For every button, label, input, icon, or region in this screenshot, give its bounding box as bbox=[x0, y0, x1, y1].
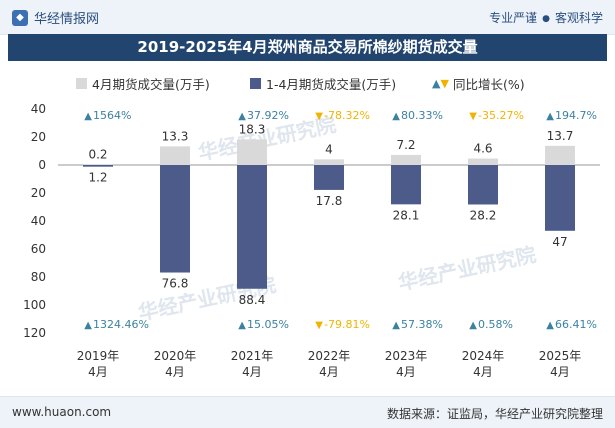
x-tick-label: 2023年 bbox=[385, 349, 428, 363]
data-label-ytd: 28.2 bbox=[470, 208, 497, 222]
data-label-ytd: 76.8 bbox=[162, 277, 189, 291]
y-tick-label: 40 bbox=[31, 214, 46, 228]
bar-april bbox=[468, 159, 498, 165]
bar-ytd bbox=[314, 165, 344, 190]
growth-value: 80.33% bbox=[401, 109, 443, 122]
bar-april bbox=[160, 146, 190, 165]
growth-down-icon: ▼ bbox=[315, 111, 323, 122]
x-tick-label: 2021年 bbox=[231, 349, 274, 363]
x-tick-label: 2022年 bbox=[308, 349, 351, 363]
bar-ytd bbox=[545, 165, 575, 231]
data-label-april: 7.2 bbox=[396, 138, 415, 152]
bar-ytd bbox=[237, 165, 267, 289]
x-tick-label: 2019年 bbox=[77, 349, 120, 363]
data-label-april: 4 bbox=[325, 142, 333, 156]
data-label-ytd: 28.1 bbox=[393, 208, 420, 222]
y-axis: 40 20 0 20 40 60 80 100 120 bbox=[23, 102, 46, 340]
growth-value: 0.58% bbox=[478, 318, 513, 331]
data-label-ytd: 17.8 bbox=[316, 194, 343, 208]
growth-up-icon: ▲ bbox=[84, 111, 92, 122]
growth-up-icon: ▲ bbox=[469, 320, 477, 331]
bar-ytd bbox=[160, 165, 190, 273]
y-tick-label: 0 bbox=[38, 158, 46, 172]
growth-value: 194.7% bbox=[555, 109, 597, 122]
growth-up-icon: ▲ bbox=[392, 320, 400, 331]
x-tick-label: 4月 bbox=[88, 365, 108, 379]
data-label-ytd: 88.4 bbox=[239, 293, 266, 307]
x-tick-label: 4月 bbox=[550, 365, 570, 379]
y-tick-label: 60 bbox=[31, 242, 46, 256]
data-label-april: 13.3 bbox=[162, 129, 189, 143]
growth-value: 1324.46% bbox=[93, 318, 149, 331]
bar-april bbox=[391, 155, 421, 165]
bar-ytd bbox=[468, 165, 498, 204]
growth-up-icon: ▲ bbox=[546, 111, 554, 122]
x-tick-label: 4月 bbox=[473, 365, 493, 379]
growth-value: 37.92% bbox=[247, 109, 289, 122]
y-tick-label: 120 bbox=[23, 326, 46, 340]
y-tick-label: 100 bbox=[23, 298, 46, 312]
x-tick-label: 2020年 bbox=[154, 349, 197, 363]
footer-source: 数据来源：证监局，华经产业研究院整理 bbox=[387, 405, 603, 422]
data-label-april: 13.7 bbox=[547, 129, 574, 143]
footer: www.huaon.com 数据来源：证监局，华经产业研究院整理 bbox=[0, 396, 615, 428]
x-tick-label: 4月 bbox=[396, 365, 416, 379]
growth-down-icon: ▼ bbox=[469, 111, 477, 122]
data-label-ytd: 1.2 bbox=[88, 171, 107, 185]
bar-april bbox=[237, 139, 267, 165]
data-label-april: 18.3 bbox=[239, 122, 266, 136]
y-tick-label: 80 bbox=[31, 270, 46, 284]
data-label-april: 4.6 bbox=[473, 142, 492, 156]
bar-ytd bbox=[391, 165, 421, 204]
growth-value: -35.27% bbox=[478, 109, 524, 122]
x-tick-label: 2025年 bbox=[539, 349, 582, 363]
data-label-april: 0.2 bbox=[88, 148, 107, 162]
x-tick-label: 4月 bbox=[242, 365, 262, 379]
x-tick-label: 2024年 bbox=[462, 349, 505, 363]
x-tick-label: 4月 bbox=[165, 365, 185, 379]
footer-site-link[interactable]: www.huaon.com bbox=[12, 405, 111, 419]
growth-value: 1564% bbox=[93, 109, 131, 122]
bar-april bbox=[545, 146, 575, 165]
growth-up-icon: ▲ bbox=[238, 320, 246, 331]
data-label-ytd: 47 bbox=[552, 235, 567, 249]
watermark-text: 华经产业研究院 bbox=[396, 242, 538, 295]
growth-up-icon: ▲ bbox=[238, 111, 246, 122]
growth-up-icon: ▲ bbox=[392, 111, 400, 122]
growth-up-icon: ▲ bbox=[84, 320, 92, 331]
x-tick-label: 4月 bbox=[319, 365, 339, 379]
bar-ytd bbox=[83, 165, 113, 167]
y-tick-label: 20 bbox=[31, 186, 46, 200]
growth-value: 57.38% bbox=[401, 318, 443, 331]
growth-up-icon: ▲ bbox=[546, 320, 554, 331]
x-axis: 2019年 4月 2020年 4月 2021年 4月 2022年 4月 2023年 4月 2024年… bbox=[77, 349, 582, 379]
y-tick-label: 40 bbox=[31, 102, 46, 116]
growth-down-icon: ▼ bbox=[315, 320, 323, 331]
growth-value: 66.41% bbox=[555, 318, 597, 331]
growth-value: -79.81% bbox=[324, 318, 370, 331]
bar-april bbox=[314, 159, 344, 165]
growth-value: -78.32% bbox=[324, 109, 370, 122]
y-tick-label: 20 bbox=[31, 130, 46, 144]
growth-value: 15.05% bbox=[247, 318, 289, 331]
